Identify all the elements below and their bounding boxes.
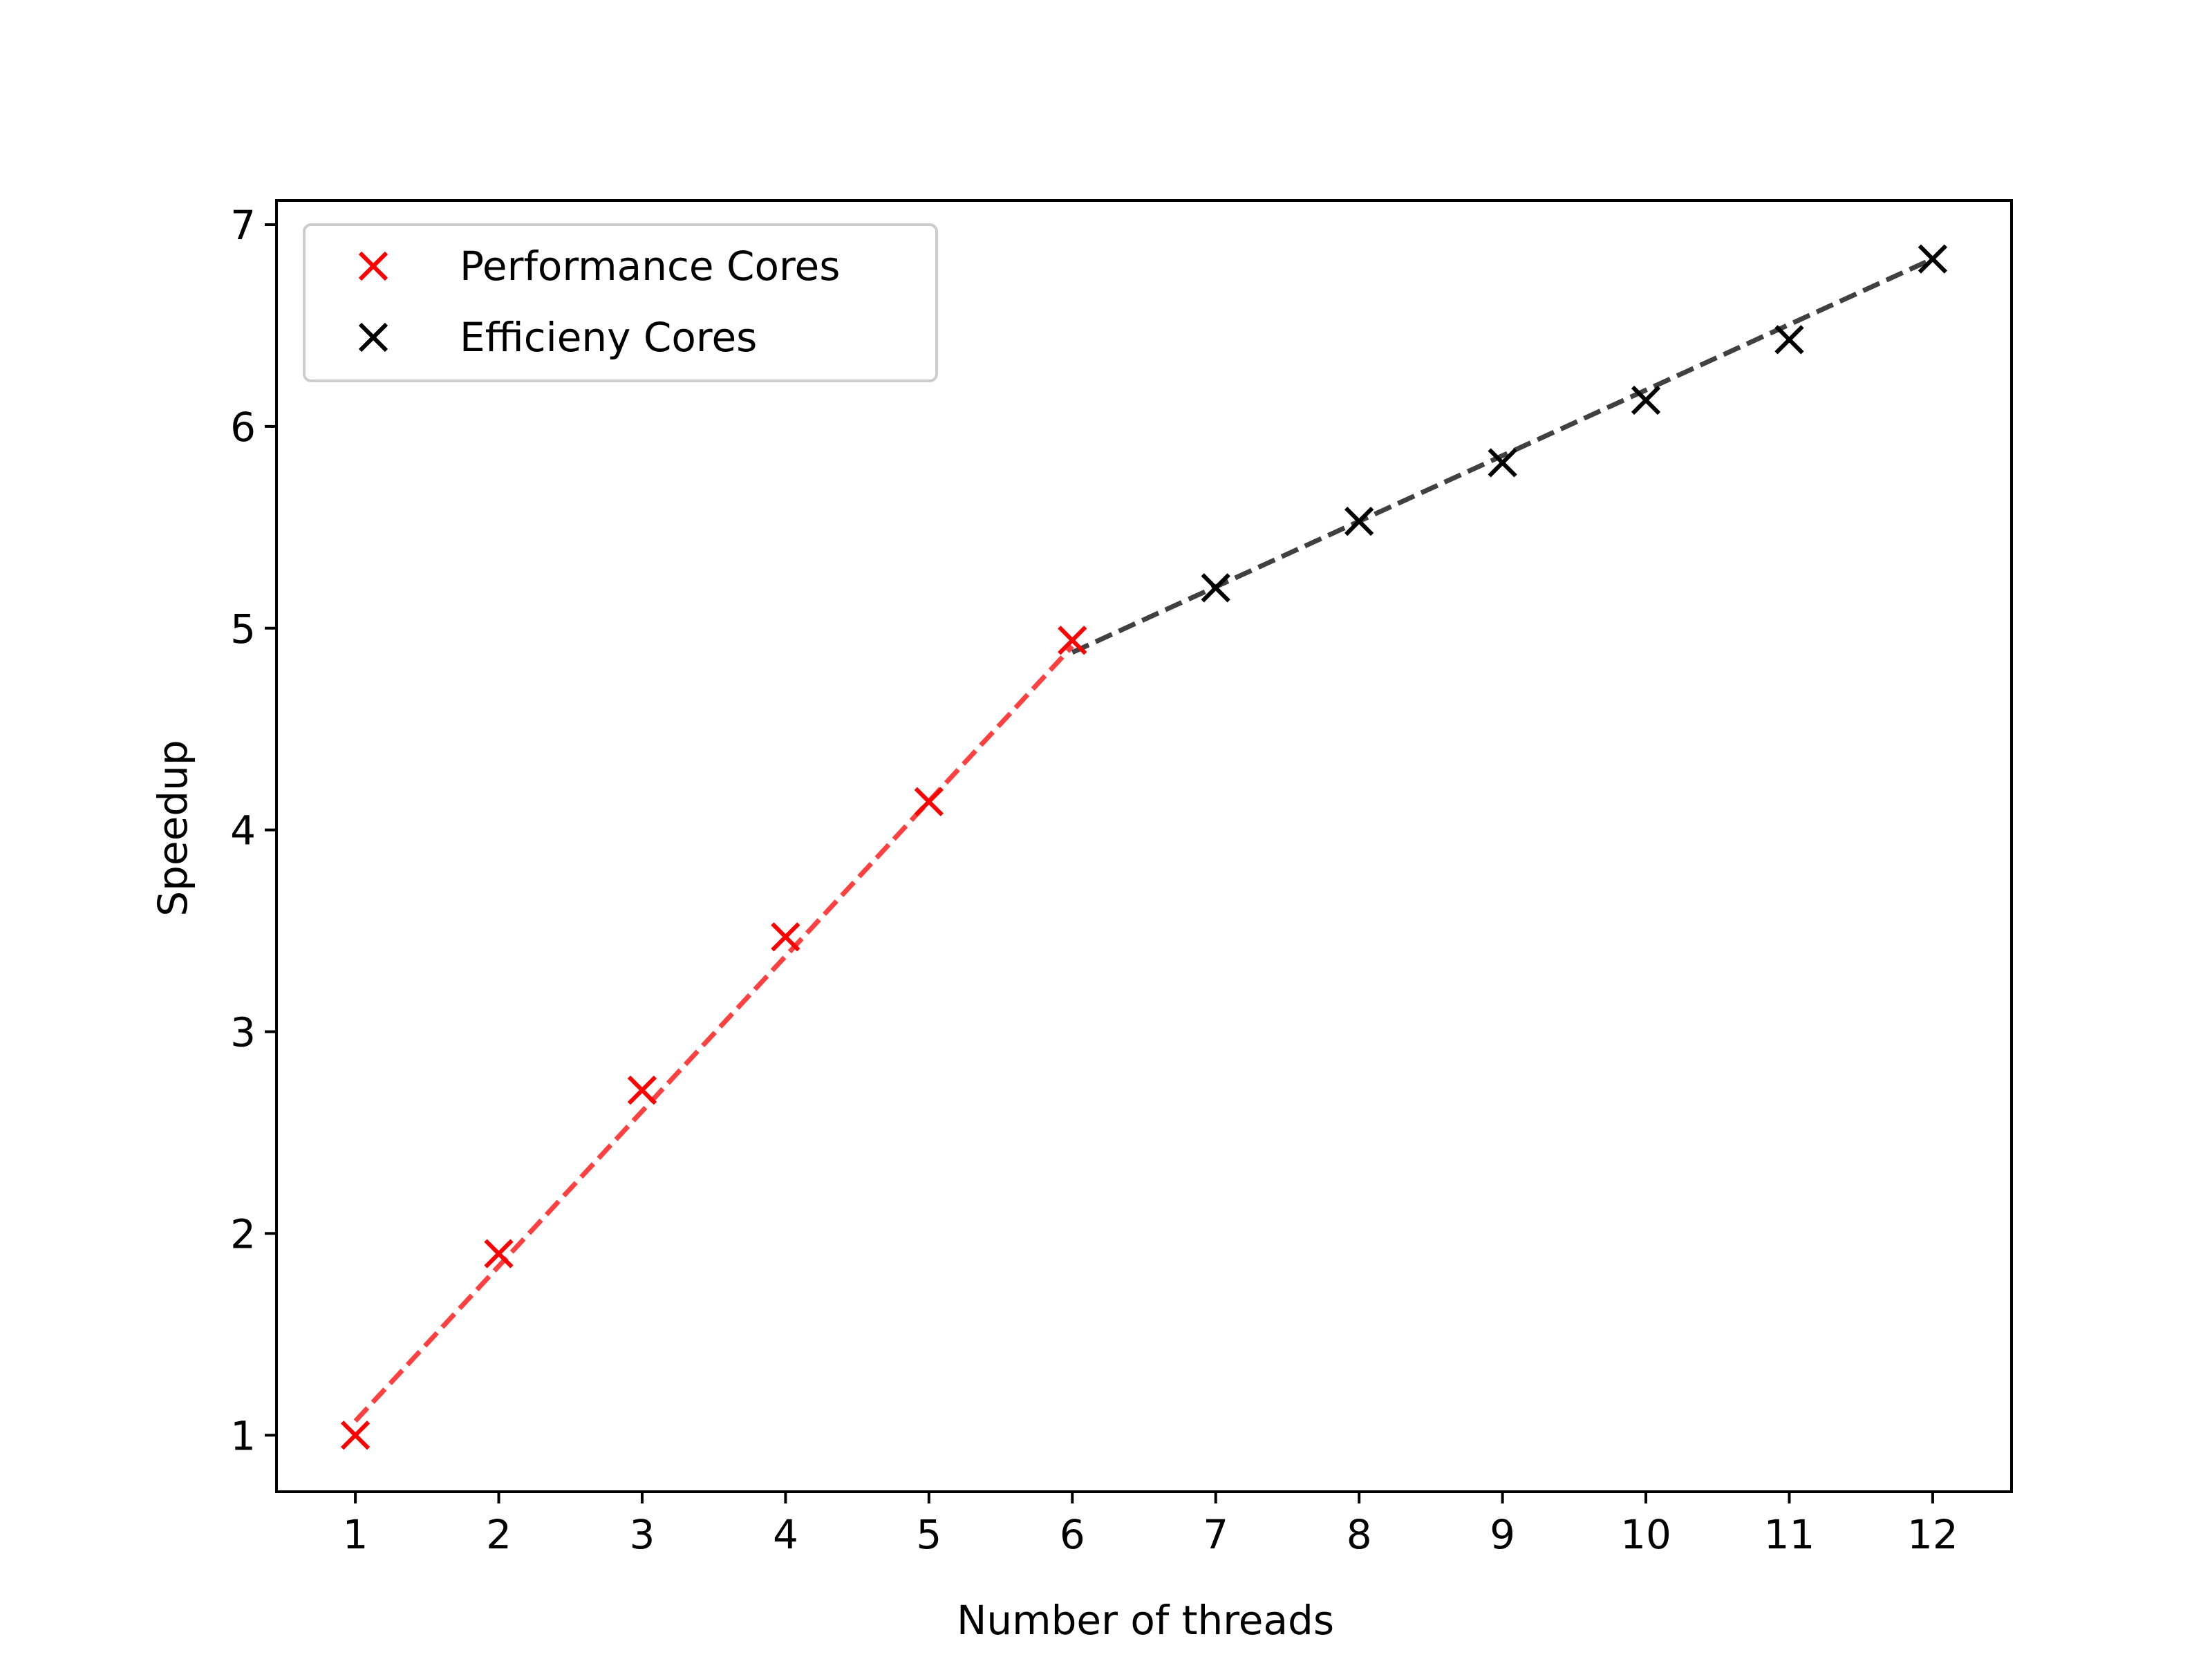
axes	[275, 199, 2013, 1493]
legend-label-1: Performance Cores	[460, 243, 840, 290]
y-tick-label-5: 5	[230, 606, 256, 653]
data-point-s2-4-stroke-b	[1631, 385, 1661, 415]
x-tick-label-1: 1	[343, 1511, 368, 1558]
x-tick-label-7: 7	[1203, 1511, 1228, 1558]
y-tick-label-6: 6	[230, 404, 256, 451]
data-point-s2-3-stroke-b	[1488, 448, 1517, 478]
data-point-s1-2-stroke-b	[484, 1239, 514, 1268]
data-point-s1-4-stroke-b	[771, 922, 800, 952]
y-tick-label-1: 1	[230, 1412, 256, 1459]
data-point-s2-1	[1201, 573, 1230, 603]
data-point-s1-3	[627, 1076, 657, 1105]
data-point-s2-6	[1918, 244, 1948, 274]
x-tick-label-10: 10	[1620, 1511, 1671, 1558]
legend-marker-2-stroke-b	[358, 322, 388, 353]
x-tick-label-6: 6	[1060, 1511, 1085, 1558]
trend-lines	[353, 256, 1934, 1423]
data-point-s2-5	[1774, 325, 1804, 355]
data-point-s1-6	[1058, 626, 1087, 655]
y-axis-title: Speedup	[149, 740, 196, 916]
legend-box	[303, 223, 938, 382]
data-point-s2-3	[1488, 448, 1517, 478]
data-point-s2-2-stroke-b	[1344, 506, 1374, 536]
x-axis-title: Number of threads	[957, 1597, 1334, 1644]
legend-marker-1-stroke-b	[358, 251, 388, 281]
data-point-s1-4	[771, 922, 800, 952]
x-tick-label-8: 8	[1347, 1511, 1372, 1558]
data-point-s2-2	[1344, 506, 1374, 536]
data-point-s2-4	[1631, 385, 1661, 415]
x-tick-label-11: 11	[1764, 1511, 1815, 1558]
data-point-s1-1-stroke-b	[340, 1421, 371, 1450]
data-markers	[340, 244, 1948, 1450]
y-tick-label-3: 3	[230, 1009, 256, 1056]
trend-line-1	[353, 644, 1074, 1423]
plot-frame	[275, 199, 2013, 1493]
y-tick-label-2: 2	[230, 1210, 256, 1257]
legend-label-2: Efficieny Cores	[460, 314, 757, 361]
x-tick-label-3: 3	[630, 1511, 655, 1558]
x-tick-label-4: 4	[773, 1511, 798, 1558]
data-point-s1-2	[484, 1239, 514, 1268]
data-point-s2-1-stroke-b	[1201, 573, 1230, 603]
legend: Performance Cores Efficieny Cores	[303, 223, 938, 382]
trend-line-2	[1071, 256, 1934, 655]
y-tick-label-4: 4	[230, 807, 256, 854]
data-point-s2-5-stroke-b	[1774, 325, 1804, 355]
x-tick-label-5: 5	[916, 1511, 941, 1558]
data-point-s1-3-stroke-b	[627, 1076, 657, 1105]
data-point-s1-5-stroke-b	[914, 787, 944, 816]
x-tick-label-12: 12	[1907, 1511, 1958, 1558]
data-point-s1-5	[914, 787, 944, 816]
x-tick-label-2: 2	[486, 1511, 512, 1558]
legend-marker-2	[358, 322, 388, 353]
data-point-s1-1	[340, 1421, 371, 1450]
y-tick-label-7: 7	[230, 202, 256, 249]
data-point-s1-6-stroke-b	[1058, 626, 1087, 655]
legend-marker-1	[358, 251, 388, 281]
x-tick-label-9: 9	[1490, 1511, 1515, 1558]
data-point-s2-6-stroke-b	[1918, 244, 1948, 274]
